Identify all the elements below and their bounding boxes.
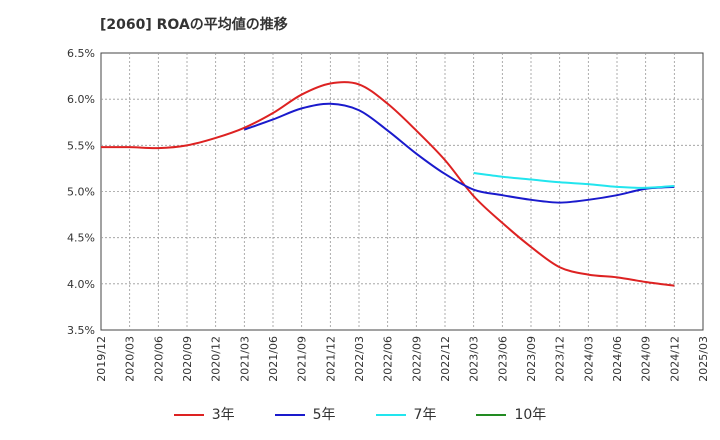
legend-label: 3年 — [211, 407, 235, 423]
x-tick-label: 2025/03 — [697, 336, 710, 382]
series-line-1 — [100, 81, 675, 287]
x-tick-label: 2024/09 — [640, 336, 653, 382]
legend-label: 5年 — [312, 407, 336, 423]
legend-swatch — [274, 414, 305, 416]
legend-label: 7年 — [413, 407, 437, 423]
x-tick-label: 2020/09 — [181, 336, 194, 382]
x-tick-label: 2020/12 — [210, 336, 223, 382]
y-tick-label: 4.0% — [67, 278, 95, 291]
x-tick-label: 2021/12 — [324, 336, 337, 382]
x-tick-label: 2021/06 — [267, 336, 280, 382]
x-tick-label: 2023/12 — [554, 336, 567, 382]
legend-item-1: 3年 — [173, 404, 235, 424]
x-tick-label: 2022/06 — [382, 336, 395, 382]
legend-item-4: 10年 — [476, 404, 546, 424]
chart-title: [2060] ROAの平均値の推移 — [100, 17, 288, 33]
y-tick-label: 3.5% — [67, 324, 95, 337]
line-chart: 2019/12 2020/03 2020/06 2020/09 2020/12 2021/… — [67, 47, 710, 382]
y-tick-label: 6.0% — [67, 93, 95, 106]
x-tick-label: 2023/09 — [525, 336, 538, 382]
y-tick-label: 6.5% — [67, 47, 95, 60]
x-tick-label: 2024/06 — [611, 336, 624, 382]
x-tick-label: 2020/06 — [152, 336, 165, 382]
series-line-3 — [473, 172, 675, 189]
x-tick-label: 2022/12 — [439, 336, 452, 382]
legend-swatch — [476, 414, 507, 416]
x-tick-label: 2019/12 — [95, 336, 108, 382]
y-tick-label: 5.0% — [67, 186, 95, 199]
y-tick-label: 5.5% — [67, 139, 95, 152]
x-tick-label: 2024/12 — [668, 336, 681, 382]
x-tick-label: 2021/03 — [238, 336, 251, 382]
y-tick-label: 4.5% — [67, 232, 95, 245]
legend-label: 10年 — [514, 407, 547, 423]
legend-item-2: 5年 — [274, 404, 336, 424]
x-tick-label: 2023/03 — [468, 336, 481, 382]
legend-swatch — [375, 414, 406, 416]
x-tick-label: 2020/03 — [124, 336, 137, 382]
series-line-2 — [243, 102, 675, 204]
x-tick-label: 2022/09 — [410, 336, 423, 382]
x-tick-label: 2023/06 — [496, 336, 509, 382]
x-tick-label: 2021/09 — [296, 336, 309, 382]
chart-legend: 3年 5年 7年 10年 — [0, 404, 720, 424]
legend-item-3: 7年 — [375, 404, 437, 424]
legend-swatch — [173, 414, 204, 416]
x-tick-label: 2022/03 — [353, 336, 366, 382]
x-tick-label: 2024/03 — [582, 336, 595, 382]
